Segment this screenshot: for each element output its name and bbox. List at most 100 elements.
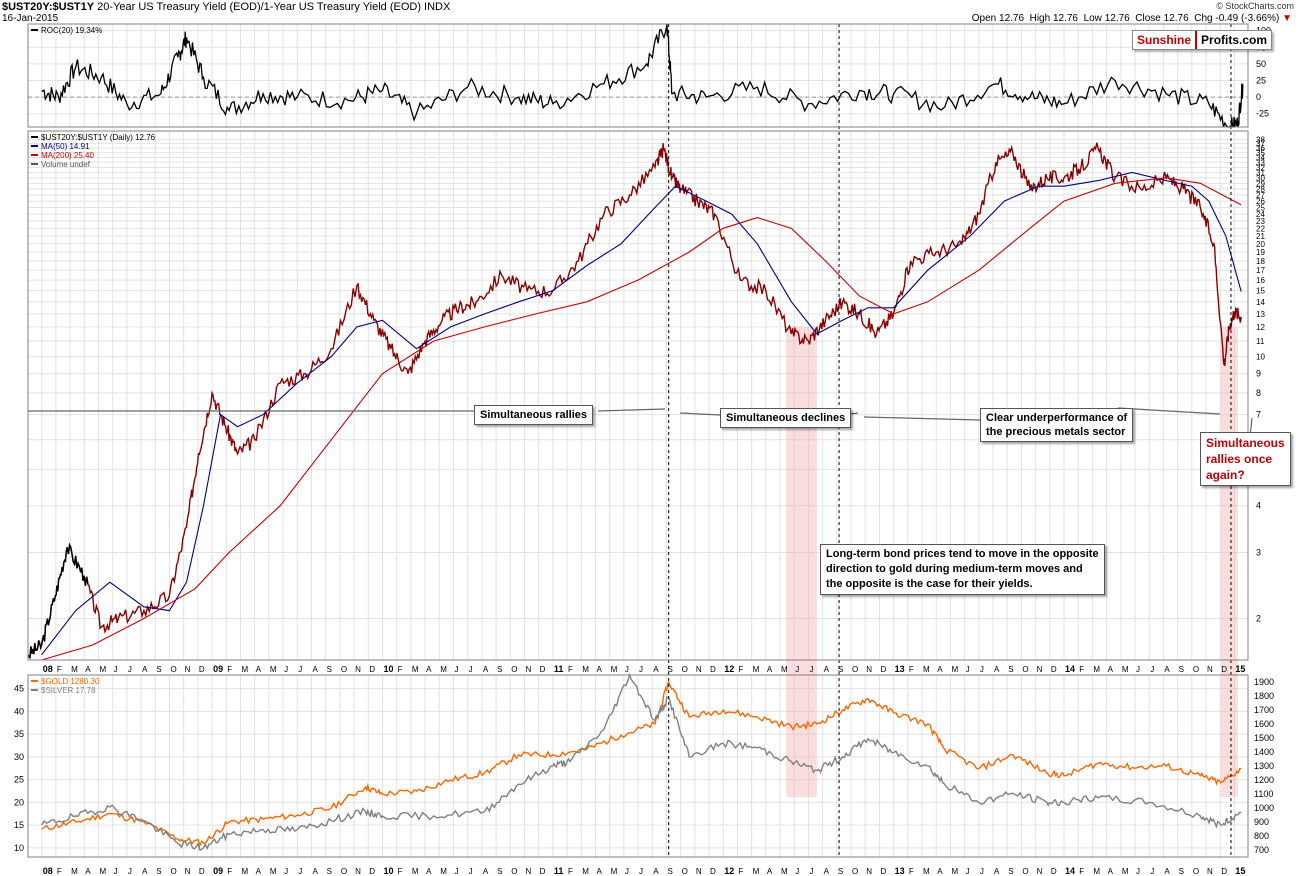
- month-tick-label: N: [696, 665, 702, 674]
- month-tick-label: J: [966, 665, 970, 674]
- month-tick-label: A: [767, 665, 773, 674]
- month-tick-label: 11: [554, 664, 564, 674]
- month-tick-label-lower: J: [114, 867, 118, 876]
- month-tick-label-lower: J: [128, 867, 132, 876]
- ohlc-readout: Open 12.76 High 12.76 Low 12.76 Close 12…: [971, 13, 1292, 24]
- ratio-tick-label: 28: [1256, 185, 1265, 194]
- month-tick-label: J: [114, 665, 118, 674]
- month-tick-label-lower: O: [852, 867, 858, 876]
- month-tick-label: D: [880, 665, 886, 674]
- month-tick-label: J: [625, 665, 629, 674]
- month-tick-label-lower: M: [71, 867, 78, 876]
- month-tick-label-lower: M: [781, 867, 788, 876]
- month-tick-label-lower: S: [667, 867, 672, 876]
- panel-frames: [27, 23, 1249, 858]
- month-tick-label-lower: N: [1037, 867, 1043, 876]
- month-tick-label-lower: A: [994, 867, 1000, 876]
- ratio-price-line: [27, 142, 1242, 660]
- month-tick-label-lower: D: [1051, 867, 1057, 876]
- month-tick-label-lower: M: [582, 867, 589, 876]
- gold-tick-label: 1600: [1254, 719, 1274, 729]
- month-tick-label: S: [667, 665, 672, 674]
- roc-legend-entry: ROC(20) 19.34%: [41, 26, 102, 35]
- month-tick-label: S: [497, 665, 502, 674]
- series-lines: [27, 23, 1244, 852]
- month-tick-label-lower: O: [1193, 867, 1199, 876]
- month-tick-label-lower: M: [753, 867, 760, 876]
- roc-tick-label: 0: [1256, 92, 1261, 102]
- annotation-once-again: Simultaneous rallies once again?: [1200, 432, 1291, 486]
- month-tick-label: M: [71, 665, 78, 674]
- month-tick-label: M: [241, 665, 248, 674]
- ratio-tick-label: 21: [1256, 232, 1265, 241]
- month-tick-label-lower: N: [525, 867, 531, 876]
- gold-tick-label: 1000: [1254, 803, 1274, 813]
- month-tick-label-lower: 09: [213, 866, 223, 876]
- ratio-tick-label: 37: [1256, 140, 1265, 149]
- month-tick-label: 15: [1235, 664, 1245, 674]
- month-tick-label-lower: J: [809, 867, 813, 876]
- month-tick-label: J: [1150, 665, 1154, 674]
- gold-tick-label: 1800: [1254, 691, 1274, 701]
- month-tick-label-lower: M: [951, 867, 958, 876]
- month-tick-label-lower: J: [625, 867, 629, 876]
- ratio-tick-label: 27: [1256, 191, 1265, 200]
- month-tick-label-lower: A: [426, 867, 432, 876]
- credit-label: © StockCharts.com: [1216, 1, 1294, 11]
- month-tick-label-lower: F: [738, 867, 743, 876]
- month-tick-label-lower: A: [596, 867, 602, 876]
- month-tick-label-lower: D: [540, 867, 546, 876]
- ratio-tick-label: 36: [1256, 144, 1265, 153]
- month-tick-label-lower: F: [398, 867, 403, 876]
- month-tick-label-lower: D: [880, 867, 886, 876]
- month-tick-label: M: [99, 665, 106, 674]
- ratio-legend-entry: Volume undef: [41, 160, 91, 169]
- annotation-simultaneous-declines: Simultaneous declines: [720, 408, 852, 428]
- chart-title: $UST20Y:$UST1Y 20-Year US Treasury Yield…: [2, 1, 450, 13]
- month-tick-label-lower: M: [923, 867, 930, 876]
- ratio-tick-label: 10: [1256, 353, 1265, 362]
- description-label: 20-Year US Treasury Yield (EOD)/1-Year U…: [97, 1, 421, 13]
- gold-tick-label: 900: [1254, 817, 1269, 827]
- ratio-tick-label: 18: [1256, 257, 1265, 266]
- month-tick-label: M: [611, 665, 618, 674]
- month-tick-label-lower: N: [866, 867, 872, 876]
- high-value: 12.76: [1052, 13, 1078, 24]
- month-tick-label-lower: J: [298, 867, 302, 876]
- arrow-under-left: [863, 416, 981, 421]
- month-tick-label: 12: [724, 664, 734, 674]
- ratio-tick-label: 3: [1256, 548, 1261, 558]
- ratio-tick-label: 23: [1256, 217, 1265, 226]
- month-tick-label-lower: 11: [554, 866, 564, 876]
- highlight-band: [786, 326, 817, 797]
- month-tick-label-lower: 12: [724, 866, 734, 876]
- ratio-legend-entry: MA(50) 14.91: [41, 142, 90, 151]
- ratio-tick-label: 8: [1256, 388, 1261, 398]
- month-tick-label-lower: J: [795, 867, 799, 876]
- month-tick-label: 08: [43, 664, 53, 674]
- month-tick-label: S: [1008, 665, 1013, 674]
- month-tick-label-lower: J: [980, 867, 984, 876]
- month-tick-label-lower: N: [696, 867, 702, 876]
- annotation-underperformance: Clear underperformance of the precious m…: [980, 408, 1134, 442]
- month-tick-label-lower: D: [1221, 867, 1227, 876]
- ma200-line: [41, 177, 1242, 661]
- month-tick-label: F: [57, 665, 62, 674]
- month-tick-label-lower: O: [341, 867, 347, 876]
- month-tick-label: M: [923, 665, 930, 674]
- month-tick-label: F: [398, 665, 403, 674]
- sunshine-profits-logo: Sunshine Profits.com: [1132, 30, 1273, 50]
- month-tick-label: A: [937, 665, 943, 674]
- ratio-tick-label: 15: [1256, 287, 1265, 296]
- month-tick-label: M: [781, 665, 788, 674]
- month-tick-label: O: [170, 665, 176, 674]
- month-tick-label: D: [540, 665, 546, 674]
- month-tick-label: J: [795, 665, 799, 674]
- month-tick-label-lower: O: [1022, 867, 1028, 876]
- gold-tick-label: 700: [1254, 845, 1269, 855]
- month-tick-label: M: [951, 665, 958, 674]
- month-tick-label-lower: F: [1079, 867, 1084, 876]
- month-tick-label-lower: J: [966, 867, 970, 876]
- ratio-tick-label: 31: [1256, 168, 1265, 177]
- month-tick-label-lower: M: [440, 867, 447, 876]
